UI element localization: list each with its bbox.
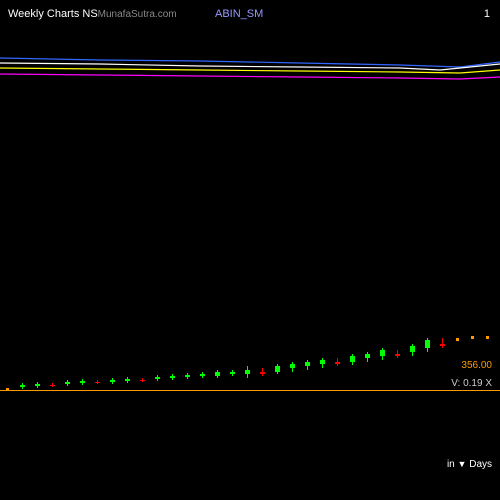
footer-label: in ▼ Days	[447, 459, 492, 470]
footer-suffix: Days	[466, 459, 492, 470]
candlestick-area	[0, 0, 500, 500]
price-label: 356.00	[461, 360, 492, 371]
price-baseline	[0, 390, 500, 391]
footer-prefix: in	[447, 459, 458, 470]
volume-label: V: 0.19 X	[451, 378, 492, 389]
